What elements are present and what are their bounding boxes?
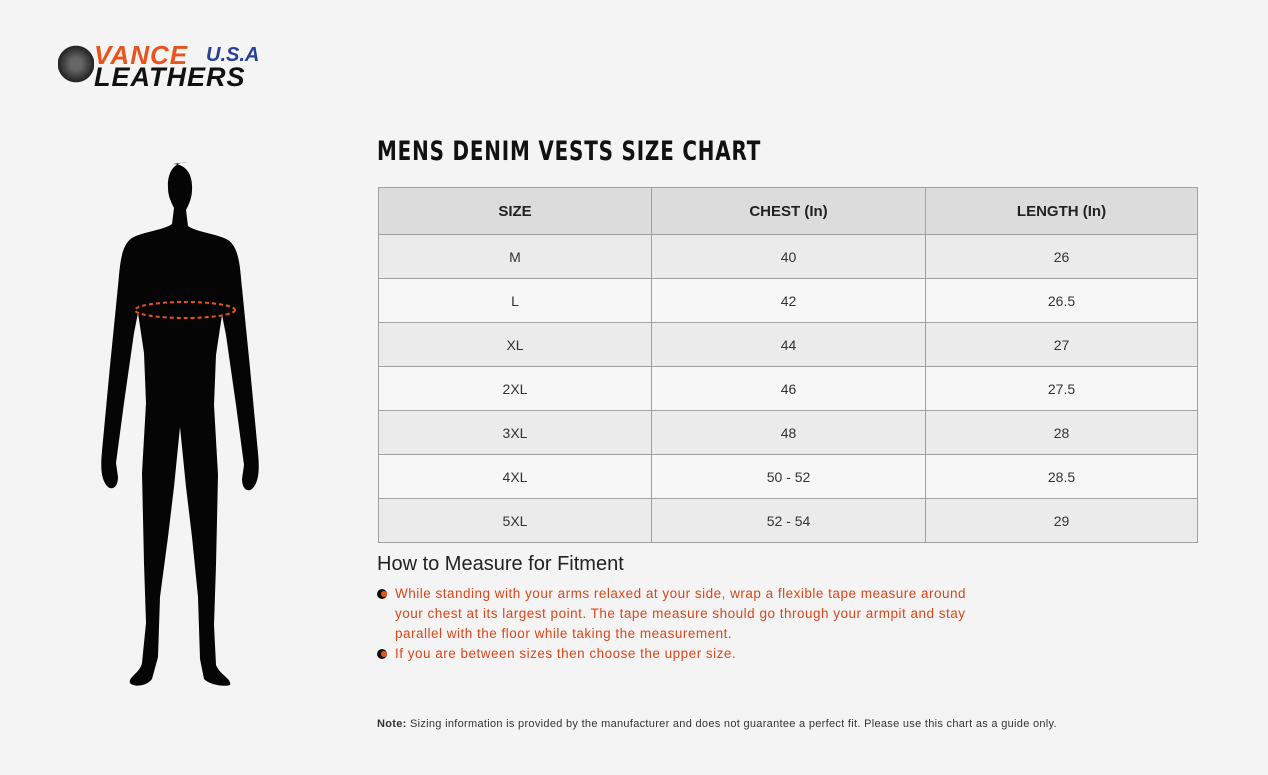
table-cell: 3XL	[378, 410, 652, 455]
column-header: CHEST (In)	[651, 187, 926, 235]
instruction-text: While standing with your arms relaxed at…	[395, 586, 967, 641]
logo-text-leathers: LEATHERS	[94, 62, 246, 92]
table-row: XL 44 27	[378, 322, 1198, 367]
logo-text-vance: VANCE	[94, 40, 189, 70]
table-row: 3XL 48 28	[378, 410, 1198, 455]
table-cell: 27.5	[925, 366, 1198, 411]
measure-heading: How to Measure for Fitment	[377, 553, 624, 575]
table-cell: 4XL	[378, 454, 652, 499]
bullet-icon	[377, 649, 387, 659]
bullet-icon	[377, 589, 387, 599]
table-cell: 27	[925, 322, 1198, 367]
table-row: L 42 26.5	[378, 278, 1198, 323]
table-cell: 29	[925, 498, 1198, 543]
table-cell: 52 - 54	[651, 498, 926, 543]
table-cell: 28	[925, 410, 1198, 455]
table-cell: 40	[651, 234, 926, 279]
logo-text-usa: U.S.A	[206, 44, 260, 66]
table-cell: 2XL	[378, 366, 652, 411]
measure-instructions: While standing with your arms relaxed at…	[377, 584, 977, 664]
page-title: MENS DENIM VESTS SIZE CHART	[377, 136, 762, 167]
table-cell: 50 - 52	[651, 454, 926, 499]
instruction-text: If you are between sizes then choose the…	[395, 646, 737, 661]
male-silhouette-figure	[101, 162, 259, 686]
table-cell: 26.5	[925, 278, 1198, 323]
chest-measure-line	[134, 301, 236, 319]
instruction-item: While standing with your arms relaxed at…	[377, 584, 977, 644]
note-label: Note:	[377, 718, 407, 730]
table-cell: XL	[378, 322, 652, 367]
table-cell: 26	[925, 234, 1198, 279]
table-row: 5XL 52 - 54 29	[378, 498, 1198, 543]
table-cell: 28.5	[925, 454, 1198, 499]
table-cell: 5XL	[378, 498, 652, 543]
table-cell: 44	[651, 322, 926, 367]
column-header: LENGTH (In)	[925, 187, 1198, 235]
table-cell: 46	[651, 366, 926, 411]
column-header: SIZE	[378, 187, 652, 235]
engine-logo-icon	[58, 40, 94, 88]
table-cell: 48	[651, 410, 926, 455]
disclaimer-note: Note: Sizing information is provided by …	[377, 718, 1057, 730]
table-cell: M	[378, 234, 652, 279]
size-table: SIZE CHEST (In) LENGTH (In) M 40 26 L 42 26.5 XL…	[378, 187, 1198, 543]
table-row: 2XL 46 27.5	[378, 366, 1198, 411]
table-row: M 40 26	[378, 234, 1198, 279]
table-cell: 42	[651, 278, 926, 323]
vance-leathers-logo[interactable]: VANCE U.S.A LEATHERS	[56, 38, 296, 92]
instruction-item: If you are between sizes then choose the…	[377, 644, 977, 664]
table-row: 4XL 50 - 52 28.5	[378, 454, 1198, 499]
note-text: Sizing information is provided by the ma…	[409, 718, 1057, 730]
table-cell: L	[378, 278, 652, 323]
